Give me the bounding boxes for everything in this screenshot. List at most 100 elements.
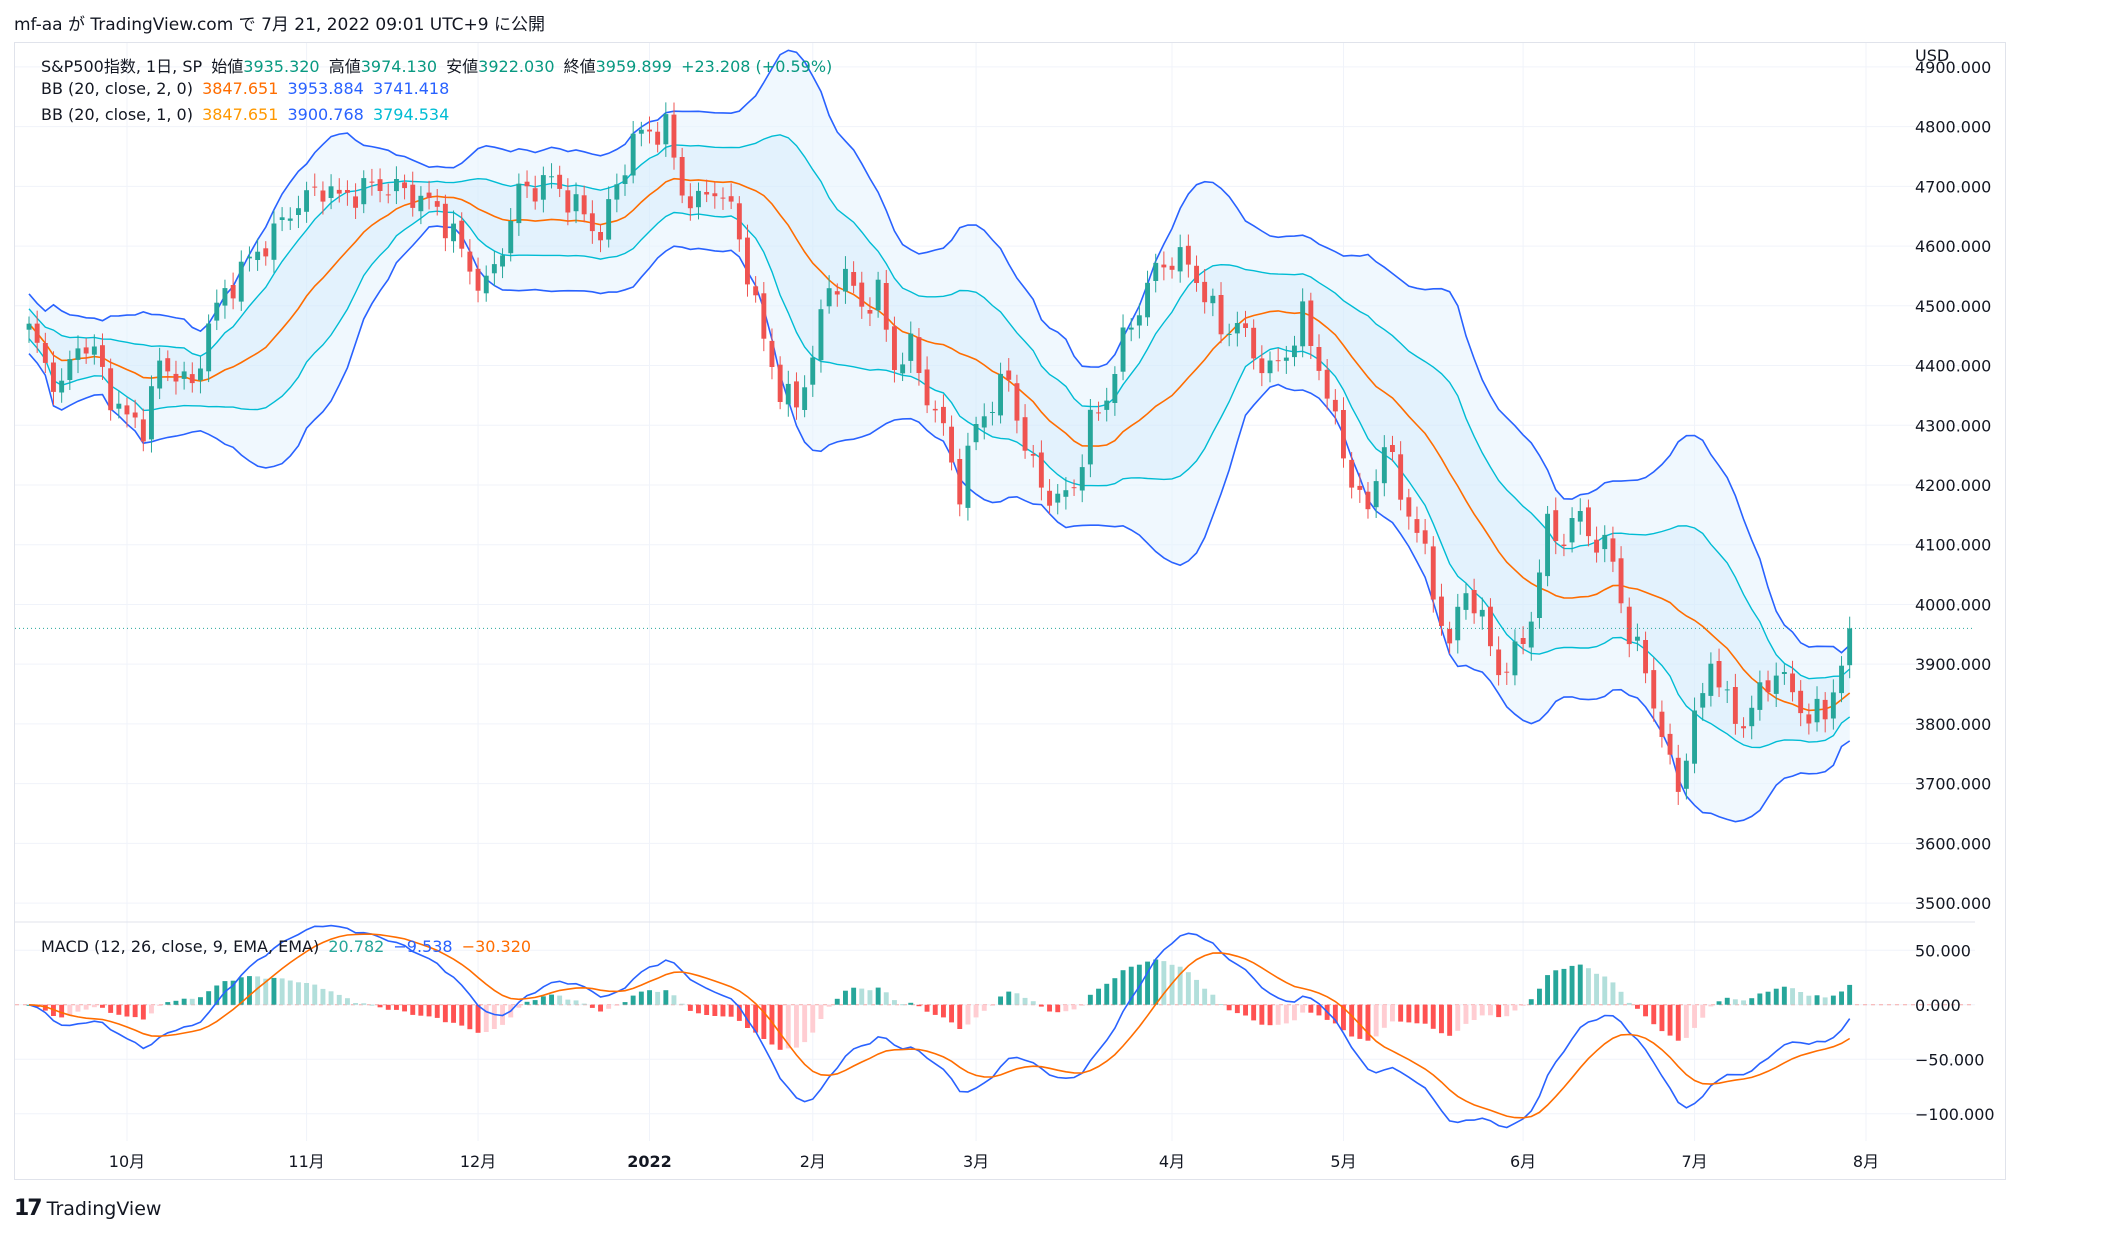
macd-histogram-bar	[1520, 1004, 1526, 1006]
macd-histogram-bar	[1716, 1001, 1722, 1005]
macd-histogram-bar	[1316, 1004, 1322, 1016]
candle-body	[892, 326, 897, 370]
price-axis-tick-label: 3600.000	[1915, 834, 1991, 853]
macd-histogram-bar	[442, 1004, 448, 1023]
legend-bb2-label: BB (20, close, 2, 0)	[41, 79, 193, 98]
macd-histogram-bar	[1071, 1004, 1077, 1010]
candle-body	[1692, 710, 1697, 764]
legend-macd-label: MACD (12, 26, close, 9, EMA, EMA)	[41, 937, 320, 956]
macd-histogram-bar	[1496, 1004, 1502, 1018]
candle-body	[540, 175, 546, 200]
legend-main[interactable]: S&P500指数, 1日, SP 始値3935.320 高値3974.130 安…	[41, 53, 836, 77]
candle-body	[1022, 417, 1028, 451]
legend-bb1[interactable]: BB (20, close, 1, 0) 3847.651 3900.768 3…	[41, 105, 453, 124]
macd-histogram-bar	[1365, 1004, 1371, 1041]
candle-body	[1822, 699, 1828, 720]
macd-histogram-bar	[998, 996, 1003, 1005]
macd-histogram-bar	[1586, 968, 1591, 1005]
macd-histogram-bar	[1708, 1004, 1714, 1007]
macd-histogram-bar	[402, 1004, 407, 1012]
macd-histogram-bar	[655, 991, 661, 1005]
macd-histogram-bar	[712, 1004, 718, 1016]
macd-histogram-bar	[491, 1004, 497, 1029]
candle-body	[1659, 711, 1665, 737]
candle-body	[369, 181, 375, 183]
candle-body	[206, 323, 212, 372]
publish-header: mf-aa が TradingView.com で 7月 21, 2022 09…	[14, 10, 545, 35]
candle-body	[1259, 358, 1265, 374]
macd-histogram-bar	[287, 980, 293, 1005]
candle-body	[328, 186, 334, 198]
candle-body	[606, 199, 612, 240]
chart-frame[interactable]: 3500.000 3600.000 3700.000 3800.000 3900.000…	[14, 42, 2006, 1180]
macd-histogram-bar	[336, 994, 342, 1005]
macd-histogram-bar	[1381, 1004, 1387, 1028]
candle-body	[279, 217, 285, 220]
candle-body	[1700, 693, 1706, 708]
macd-histogram-bar	[516, 1004, 522, 1008]
macd-histogram-bar	[1537, 988, 1542, 1005]
macd-histogram-bar	[1626, 1002, 1632, 1005]
candle-body	[1667, 733, 1673, 755]
bollinger-band-fills	[29, 50, 1850, 822]
candle-body	[687, 196, 693, 209]
macd-histogram-bar	[1218, 1004, 1224, 1005]
candle-body	[614, 184, 620, 200]
candle-body	[91, 346, 97, 355]
time-axis-tick-label: 6月	[1510, 1152, 1536, 1171]
legend-bb2[interactable]: BB (20, close, 2, 0) 3847.651 3953.884 3…	[41, 79, 453, 98]
candle-body	[990, 412, 995, 413]
macd-histogram-bar	[810, 1004, 816, 1033]
candle-body	[1283, 357, 1289, 361]
time-axis[interactable]: 10月 11月 12月 2022 2月 3月 4月 5月 6月 7月 8月	[109, 1152, 1879, 1171]
footer-brand[interactable]: 17 TradingView	[14, 1196, 161, 1221]
candle-body	[1806, 714, 1812, 724]
legend-bb2-basis: 3847.651	[202, 79, 279, 98]
macd-histogram-bar	[1741, 1000, 1746, 1005]
macd-histogram-bar	[426, 1004, 432, 1017]
macd-histogram-bar	[1055, 1004, 1061, 1013]
macd-histogram-bar	[1602, 976, 1608, 1005]
legend-bb2-lower: 3741.418	[372, 79, 450, 98]
macd-histogram-bar	[1594, 973, 1599, 1005]
time-axis-tick-label: 2月	[800, 1152, 826, 1171]
candle-body	[1618, 558, 1624, 604]
macd-histogram-bar	[369, 1004, 375, 1006]
macd-histogram-bar	[777, 1004, 783, 1050]
candle-body	[1439, 596, 1444, 626]
candle-body	[883, 283, 889, 330]
macd-histogram-bar	[475, 1004, 481, 1033]
candle-body	[149, 386, 154, 440]
macd-histogram-bar	[140, 1004, 146, 1020]
candle-body	[475, 268, 481, 291]
macd-histogram-bar	[1308, 1004, 1314, 1013]
price-axis-tick-label: 3500.000	[1915, 894, 1991, 913]
macd-histogram-bar	[1643, 1004, 1648, 1017]
candle-body	[51, 362, 56, 392]
macd-histogram-bar	[1724, 997, 1730, 1005]
legend-macd[interactable]: MACD (12, 26, close, 9, EMA, EMA) 20.782…	[41, 937, 535, 956]
macd-histogram-bar	[1275, 1004, 1281, 1025]
candle-body	[549, 176, 554, 178]
macd-axis[interactable]: 50.000 0.000 −50.000 −100.000	[1915, 941, 1995, 1124]
legend-bb1-label: BB (20, close, 1, 0)	[41, 105, 193, 124]
candle-body	[794, 381, 799, 408]
macd-histogram-bar	[1806, 995, 1812, 1005]
candle-body	[59, 380, 65, 393]
macd-histogram-bar	[614, 1004, 620, 1006]
macd-histogram-bar	[916, 1004, 922, 1007]
candle-body	[1063, 490, 1069, 497]
candle-body	[712, 193, 718, 197]
macd-histogram-bar	[1234, 1004, 1240, 1014]
macd-histogram-bar	[1814, 995, 1820, 1005]
chart-canvas[interactable]: 3500.000 3600.000 3700.000 3800.000 3900.000…	[15, 43, 2005, 1179]
macd-histogram-bar	[247, 976, 252, 1005]
legend-bb1-basis: 3847.651	[202, 105, 279, 124]
macd-histogram-bar	[867, 990, 873, 1005]
candle-body	[908, 333, 914, 361]
macd-histogram-bar	[932, 1004, 938, 1015]
candle-body	[1716, 661, 1722, 688]
macd-histogram-bar	[892, 1000, 897, 1005]
price-axis[interactable]: 3500.000 3600.000 3700.000 3800.000 3900.000…	[1915, 58, 1991, 913]
candle-body	[1398, 454, 1404, 500]
